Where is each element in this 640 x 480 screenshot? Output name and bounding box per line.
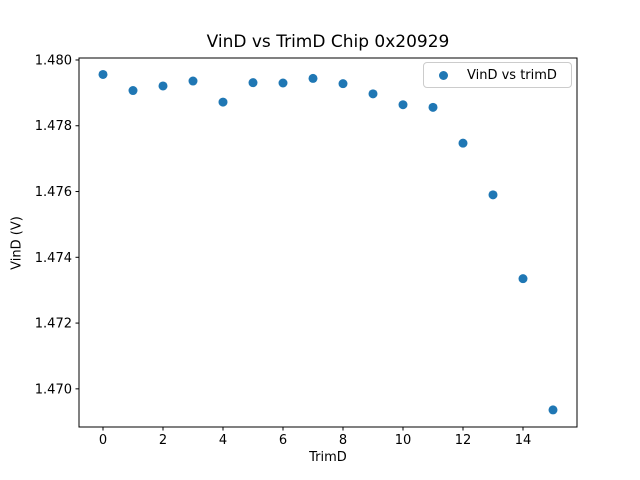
data-point bbox=[368, 89, 378, 99]
chart-title: VinD vs TrimD Chip 0x20929 bbox=[206, 32, 450, 52]
data-point bbox=[308, 73, 318, 83]
x-tick-label: 8 bbox=[339, 433, 347, 448]
x-tick-label: 12 bbox=[455, 433, 472, 448]
y-tick-label: 1.474 bbox=[35, 251, 72, 266]
data-point bbox=[128, 86, 138, 96]
x-tick-label: 14 bbox=[515, 433, 532, 448]
data-point bbox=[548, 405, 558, 415]
data-point bbox=[248, 78, 258, 88]
x-tick-label: 2 bbox=[159, 433, 167, 448]
y-tick-label: 1.476 bbox=[35, 185, 72, 200]
data-point bbox=[98, 69, 108, 79]
data-point bbox=[158, 81, 168, 91]
data-point bbox=[458, 138, 468, 148]
x-tick-label: 4 bbox=[219, 433, 227, 448]
data-point bbox=[338, 79, 348, 89]
y-tick-label: 1.478 bbox=[35, 119, 72, 134]
data-point bbox=[428, 102, 438, 112]
data-point bbox=[218, 97, 228, 107]
plot-frame bbox=[78, 57, 578, 428]
x-tick-label: 6 bbox=[279, 433, 287, 448]
y-tick-label: 1.472 bbox=[35, 317, 72, 332]
x-tick-label: 10 bbox=[395, 433, 412, 448]
legend: VinD vs trimD bbox=[423, 62, 572, 88]
legend-label: VinD vs trimD bbox=[467, 67, 557, 83]
x-axis-label: TrimD bbox=[309, 450, 347, 465]
data-point bbox=[188, 76, 198, 86]
data-point bbox=[278, 78, 288, 88]
legend-marker-icon bbox=[439, 70, 448, 80]
y-axis-label: VinD (V) bbox=[9, 216, 25, 270]
data-point bbox=[518, 274, 528, 284]
data-point bbox=[398, 100, 408, 110]
y-tick-label: 1.470 bbox=[35, 382, 72, 397]
data-point bbox=[488, 190, 498, 200]
x-tick-label: 0 bbox=[99, 433, 107, 448]
y-tick-label: 1.480 bbox=[35, 53, 72, 68]
